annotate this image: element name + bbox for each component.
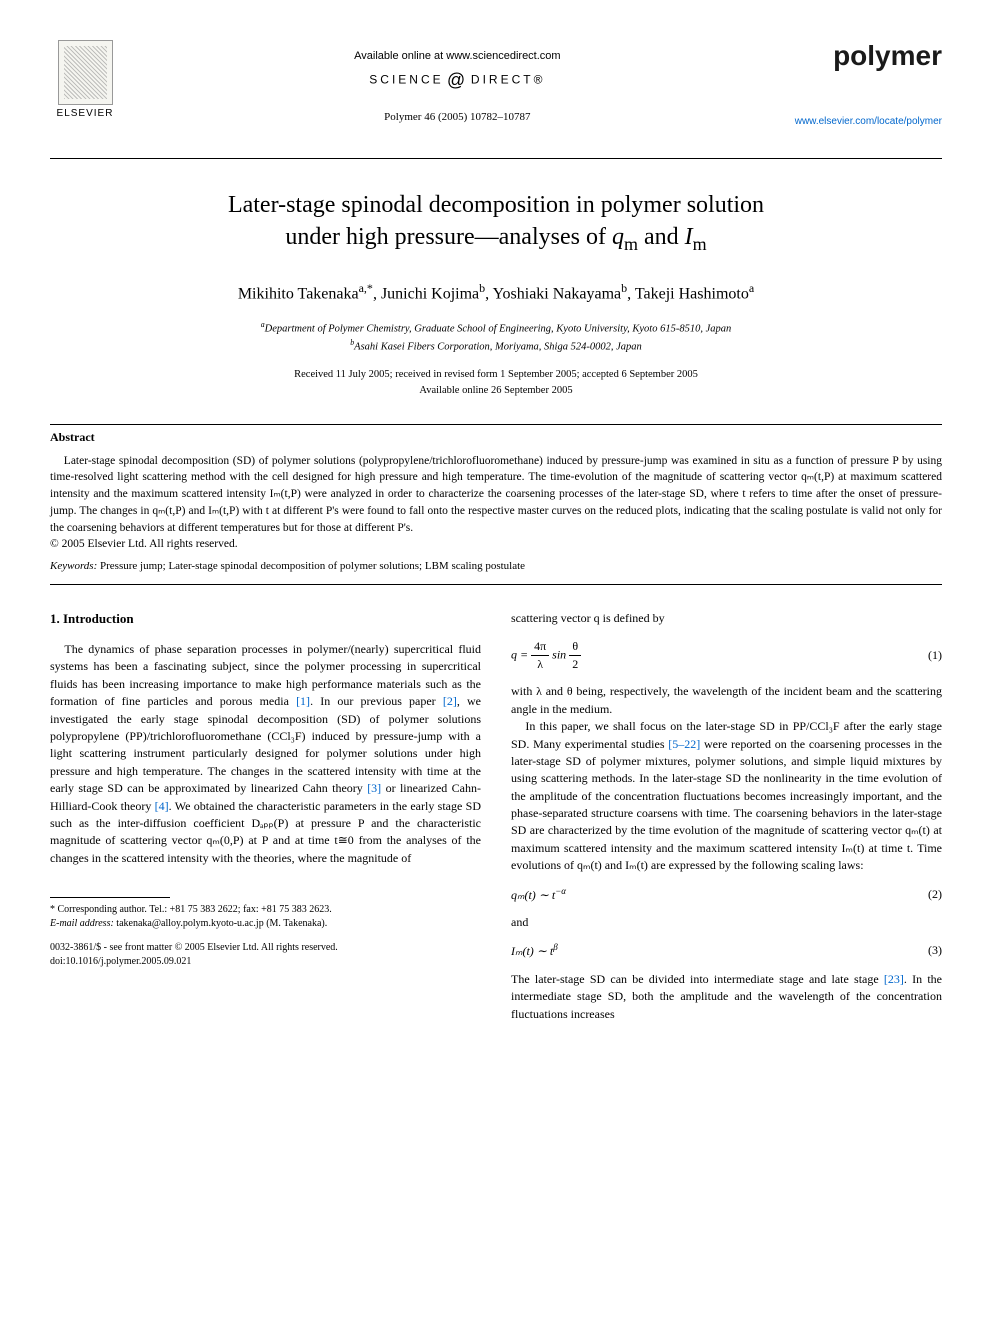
email-label: E-mail address: (50, 918, 114, 929)
body-columns: 1. Introduction The dynamics of phase se… (50, 610, 942, 1023)
article-title: Later-stage spinodal decomposition in po… (130, 189, 862, 256)
journal-url-link[interactable]: www.elsevier.com/locate/polymer (795, 116, 942, 127)
email-line: E-mail address: takenaka@alloy.polym.kyo… (50, 917, 481, 931)
page-header: ELSEVIER Available online at www.science… (50, 40, 942, 128)
abstract-section: Abstract Later-stage spinodal decomposit… (50, 430, 942, 572)
title-im-sub: m (693, 234, 707, 254)
title-qm: q (612, 224, 624, 250)
sd-left: SCIENCE (369, 73, 443, 87)
eq3-number: (3) (928, 942, 942, 959)
equation-1: q = 4πλ sin θ2 (1) (511, 638, 942, 674)
at-icon: @ (447, 70, 468, 91)
para2-b: were reported on the coarsening processe… (511, 737, 942, 873)
left-footer: * Corresponding author. Tel.: +81 75 383… (50, 897, 481, 969)
author-2: Junichi Kojima (381, 286, 479, 303)
authors-line: Mikihito Takenakaa,*, Junichi Kojimab, Y… (50, 281, 942, 303)
eq2-exp: −α (555, 886, 566, 896)
footnote-rule (50, 897, 170, 898)
ref-3-link[interactable]: [3] (367, 781, 381, 795)
para-2: In this paper, we shall focus on the lat… (511, 718, 942, 875)
elsevier-tree-icon (58, 40, 113, 105)
affiliation-a: Department of Polymer Chemistry, Graduat… (265, 323, 732, 334)
para-3: The later-stage SD can be divided into i… (511, 971, 942, 1023)
left-column: 1. Introduction The dynamics of phase se… (50, 610, 481, 1023)
equation-3: Iₘ(t) ∼ tβ (3) (511, 941, 942, 960)
eq2-expr: qₘ(t) ∼ t−α (511, 885, 566, 904)
keywords-text: Pressure jump; Later-stage spinodal deco… (97, 560, 525, 572)
issn-line: 0032-3861/$ - see front matter © 2005 El… (50, 941, 481, 955)
abstract-copyright: © 2005 Elsevier Ltd. All rights reserved… (50, 538, 942, 550)
author-4-sup: a (749, 281, 754, 295)
eq3-expr: Iₘ(t) ∼ tβ (511, 941, 558, 960)
author-1: Mikihito Takenaka (238, 286, 359, 303)
publisher-name: ELSEVIER (57, 108, 114, 119)
title-line2-prefix: under high pressure—analyses of (285, 224, 612, 250)
eq1-number: (1) (928, 647, 942, 664)
with-lambda-line: with λ and θ being, respectively, the wa… (511, 683, 942, 718)
para3-a: The later-stage SD can be divided into i… (511, 972, 884, 986)
eq3-lhs: Iₘ(t) ∼ t (511, 944, 553, 958)
ref-2-link[interactable]: [2] (443, 694, 457, 708)
eq2-number: (2) (928, 886, 942, 903)
abstract-text: Later-stage spinodal decomposition (SD) … (50, 453, 942, 536)
author-3: Yoshiaki Nakayama (493, 286, 622, 303)
affiliation-b: Asahi Kasei Fibers Corporation, Moriyama… (354, 342, 642, 353)
author-4: Takeji Hashimoto (635, 286, 749, 303)
journal-reference: Polymer 46 (2005) 10782–10787 (120, 111, 795, 123)
eq3-exp: β (553, 942, 557, 952)
dates-online: Available online 26 September 2005 (419, 385, 572, 396)
abstract-top-rule (50, 424, 942, 425)
email-value: takenaka@alloy.polym.kyoto-u.ac.jp (M. T… (114, 918, 327, 929)
ref-23-link[interactable]: [23] (884, 972, 904, 986)
eq1-expr: q = 4πλ sin θ2 (511, 638, 581, 674)
abstract-bottom-rule (50, 584, 942, 585)
ref-1-link[interactable]: [1] (296, 694, 310, 708)
title-and: and (638, 224, 685, 250)
right-column: scattering vector q is defined by q = 4π… (511, 610, 942, 1023)
header-right: polymer www.elsevier.com/locate/polymer (795, 40, 942, 128)
science-direct-logo: SCIENCE @DIRECT® (120, 70, 795, 91)
doi-line: doi:10.1016/j.polymer.2005.09.021 (50, 955, 481, 969)
and-text: and (511, 914, 942, 931)
eq2-lhs: qₘ(t) ∼ t (511, 888, 555, 902)
author-3-sup: b (621, 281, 627, 295)
header-center: Available online at www.sciencedirect.co… (120, 40, 795, 123)
intro-1b: . In our previous paper (310, 694, 443, 708)
dates-received: Received 11 July 2005; received in revis… (294, 369, 698, 380)
corresponding-author: * Corresponding author. Tel.: +81 75 383… (50, 903, 481, 917)
title-im: I (685, 224, 693, 250)
keywords-label: Keywords: (50, 560, 97, 572)
affiliations: aDepartment of Polymer Chemistry, Gradua… (50, 319, 942, 356)
sd-right: DIRECT® (471, 73, 546, 87)
keywords-line: Keywords: Pressure jump; Later-stage spi… (50, 560, 942, 572)
author-2-sup: b (479, 281, 485, 295)
article-dates: Received 11 July 2005; received in revis… (50, 367, 942, 399)
intro-1c: , we investigated the early stage spinod… (50, 694, 481, 795)
journal-name: polymer (795, 40, 942, 72)
author-1-sup: a,* (359, 281, 373, 295)
introduction-heading: 1. Introduction (50, 610, 481, 629)
header-rule (50, 158, 942, 159)
equation-2: qₘ(t) ∼ t−α (2) (511, 885, 942, 904)
title-qm-sub: m (624, 234, 638, 254)
title-line1: Later-stage spinodal decomposition in po… (228, 192, 764, 218)
abstract-heading: Abstract (50, 430, 942, 445)
ref-4-link[interactable]: [4] (155, 799, 169, 813)
available-online-text: Available online at www.sciencedirect.co… (120, 50, 795, 62)
intro-para-1: The dynamics of phase separation process… (50, 641, 481, 867)
ref-5-22-link[interactable]: [5–22] (668, 737, 700, 751)
publisher-logo: ELSEVIER (50, 40, 120, 125)
q-definition-line: scattering vector q is defined by (511, 610, 942, 627)
